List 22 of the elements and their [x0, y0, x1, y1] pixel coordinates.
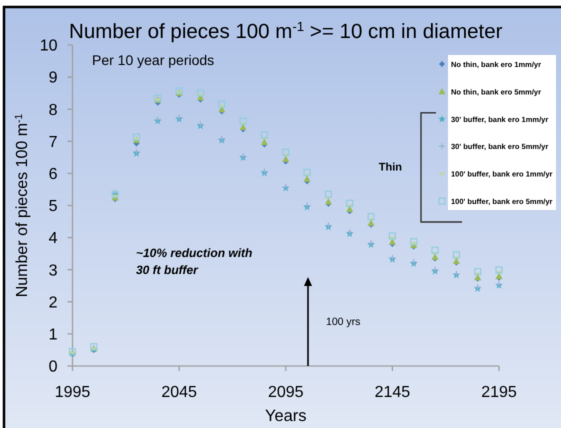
annotation: 100 yrs	[326, 316, 360, 328]
x-tick-label: 2195	[481, 384, 517, 401]
annotation: ~10% reduction with 30 ft buffer	[136, 246, 252, 277]
y-tick-label: 4	[48, 230, 58, 248]
chart-title: Number of pieces 100 m$^{-1}$ >= 10 cm in diameter	[69, 18, 503, 43]
y-tick-label: 8	[48, 102, 58, 119]
annotation: Per 10 year periods	[92, 52, 214, 68]
y-tick-label: 6	[48, 166, 58, 183]
x-tick-label: 1995	[54, 384, 90, 401]
y-tick-label: 1	[48, 326, 58, 344]
y-tick-label: 0	[48, 358, 58, 376]
x-tick-label: 2045	[161, 384, 198, 401]
y-tick-label: 5	[48, 198, 58, 216]
x-tick-label: 2145	[374, 384, 410, 401]
x-axis-title: Years	[264, 407, 307, 425]
y-tick-label: 7	[48, 134, 58, 151]
y-tick-label: 2	[48, 294, 58, 312]
y-tick-label: 3	[48, 262, 58, 280]
y-tick-label: 10	[40, 38, 58, 55]
x-tick-label: 2095	[268, 384, 304, 401]
annotation: Thin	[378, 161, 402, 174]
y-tick-label: 9	[48, 70, 58, 87]
